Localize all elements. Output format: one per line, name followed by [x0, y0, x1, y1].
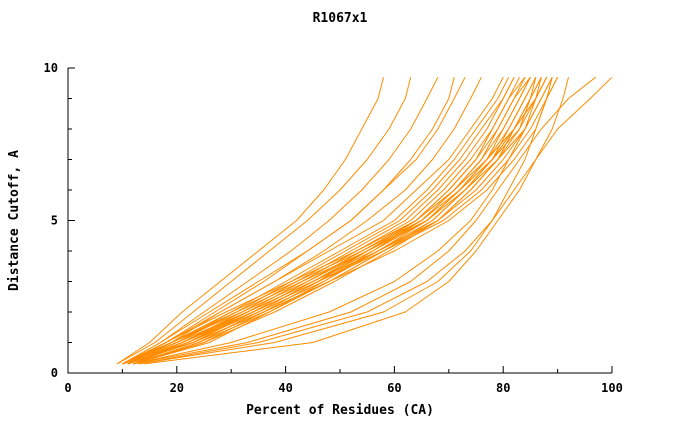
model-curve [133, 76, 597, 365]
model-curve [116, 77, 384, 365]
x-tick-label: 80 [496, 381, 510, 395]
model-curve [122, 76, 504, 365]
y-tick-label: 5 [51, 214, 58, 228]
model-curve [133, 76, 559, 365]
model-curve [138, 76, 613, 365]
model-curve [122, 76, 510, 365]
model-curve [127, 76, 537, 365]
x-tick-label: 0 [64, 381, 71, 395]
model-curve [122, 76, 439, 365]
model-curve [122, 76, 466, 365]
y-tick-label: 10 [44, 61, 58, 75]
model-curve [122, 76, 531, 365]
model-curve [127, 76, 482, 365]
model-curve [127, 76, 526, 365]
model-curve [127, 76, 548, 365]
model-curve [127, 76, 520, 365]
y-tick-label: 0 [51, 366, 58, 380]
model-curve [122, 76, 515, 365]
model-curve [133, 76, 553, 365]
y-axis-label: Distance Cutoff, A [7, 150, 22, 291]
x-tick-label: 100 [601, 381, 623, 395]
model-curve [133, 77, 542, 365]
model-curve [144, 77, 569, 365]
x-tick-label: 40 [278, 381, 292, 395]
model-curve [122, 76, 548, 365]
model-curve [116, 77, 412, 365]
model-curve [127, 77, 537, 365]
model-curve [127, 76, 515, 365]
x-tick-label: 20 [170, 381, 184, 395]
x-axis-label: Percent of Residues (CA) [246, 403, 434, 418]
chart-title: R1067x1 [313, 11, 368, 26]
x-tick-label: 60 [387, 381, 401, 395]
